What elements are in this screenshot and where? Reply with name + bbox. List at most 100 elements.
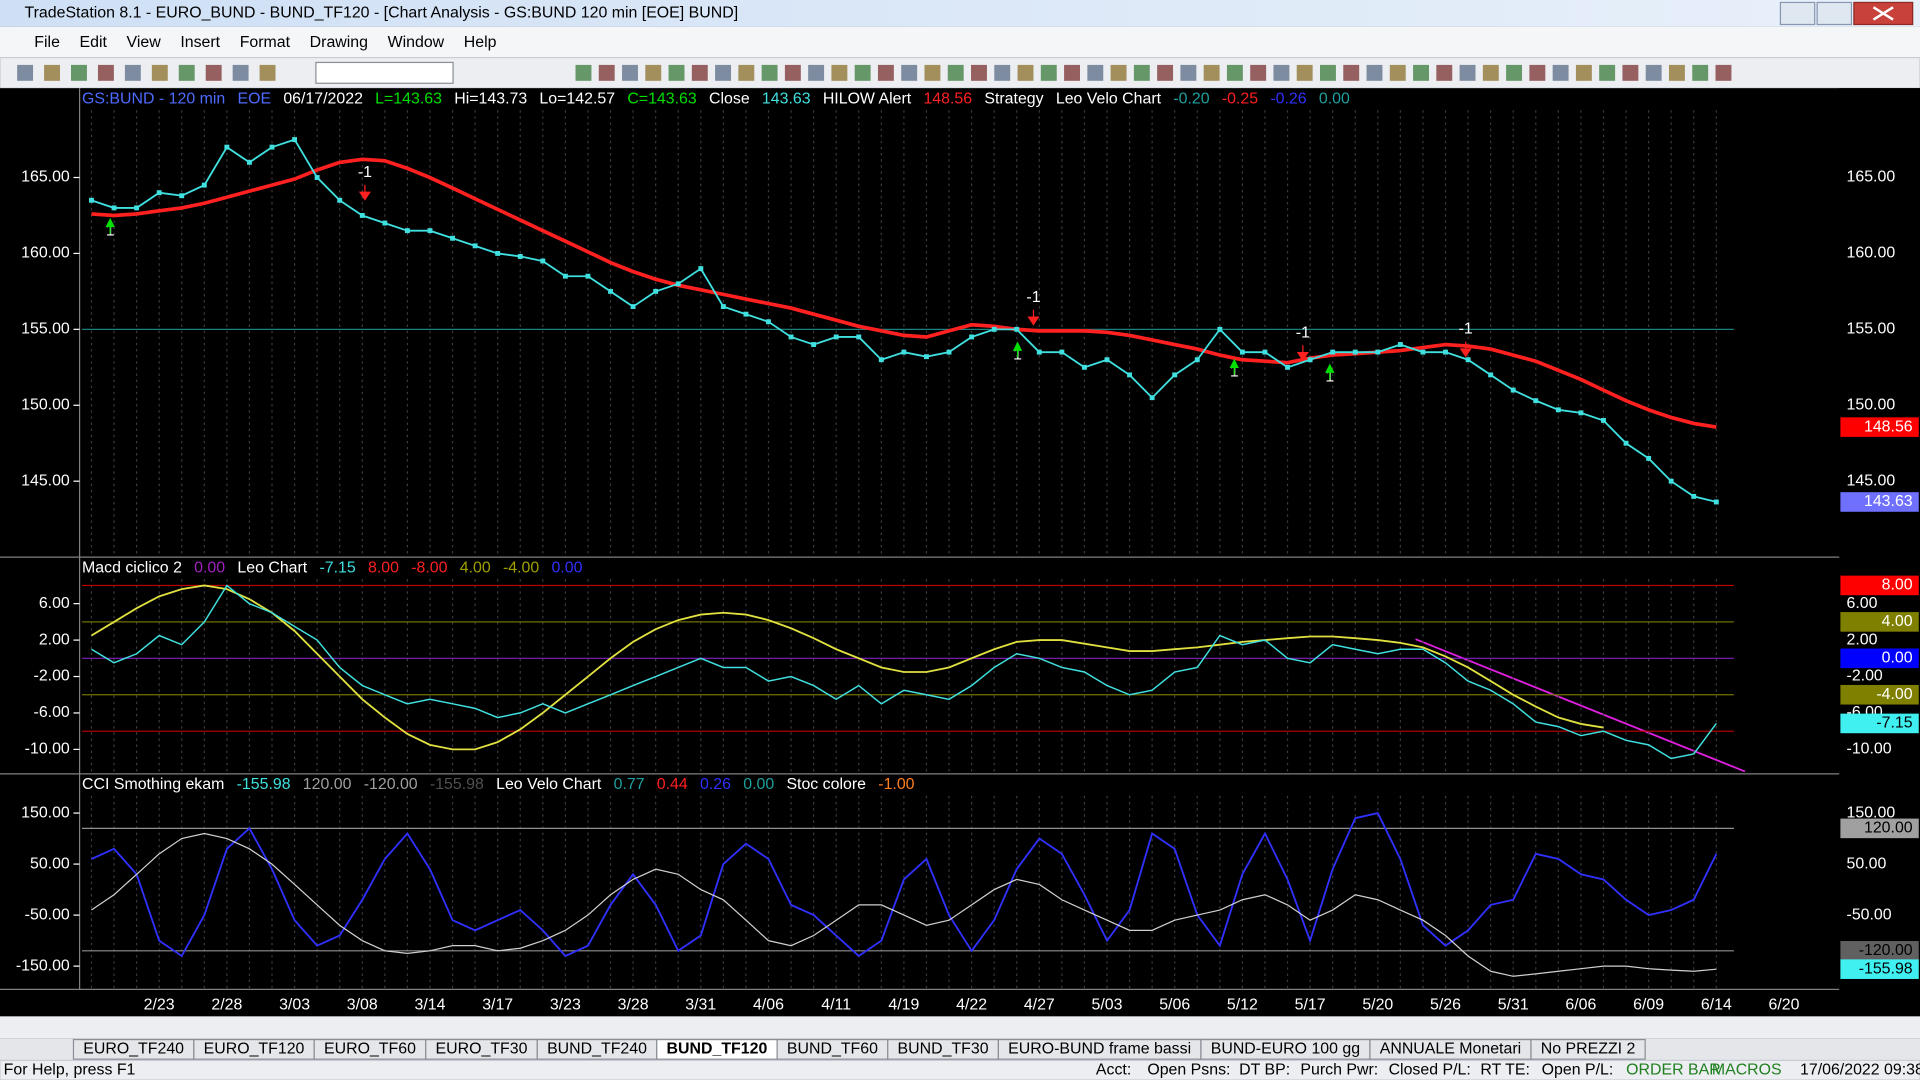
toolbar-icon[interactable] (1017, 64, 1034, 81)
toolbar-icon[interactable] (1157, 64, 1174, 81)
toolbar-icon[interactable] (259, 64, 276, 81)
toolbar-icon[interactable] (151, 64, 168, 81)
signal-arrow (1027, 309, 1040, 326)
sheet-tab-label[interactable]: BUND_TF30 (898, 1041, 989, 1058)
toolbar-icon[interactable] (1273, 64, 1290, 81)
toolbar-icon[interactable] (205, 64, 222, 81)
status-text: MACROS (1712, 1061, 1782, 1078)
toolbar-icon[interactable] (1668, 64, 1685, 81)
toolbar-icon[interactable] (808, 64, 825, 81)
toolbar-icon[interactable] (924, 64, 941, 81)
toolbar-icon[interactable] (1320, 64, 1336, 81)
toolbar-icon[interactable] (1692, 64, 1709, 81)
toolbar-icon[interactable] (1366, 64, 1383, 81)
toolbar-icon[interactable] (761, 64, 778, 81)
toolbar-icon[interactable] (854, 64, 871, 81)
toolbar-icon[interactable] (1296, 64, 1313, 81)
maximize-button[interactable] (1816, 1, 1853, 26)
menu-item[interactable]: Drawing (310, 34, 368, 51)
toolbar-icon[interactable] (1226, 64, 1243, 81)
toolbar-icon[interactable] (831, 64, 848, 81)
close-point (1059, 349, 1065, 355)
sheet-tab-label[interactable]: BUND-EURO 100 gg (1211, 1041, 1360, 1058)
pane-header-item: 0.00 (194, 559, 225, 576)
toolbar-icon[interactable] (994, 64, 1011, 81)
menu-bar (0, 26, 1920, 58)
series-line (90, 584, 1604, 751)
x-tick-label: 6/06 (1565, 997, 1596, 1014)
toolbar-icon[interactable] (1064, 64, 1080, 81)
minimize-button[interactable] (1779, 1, 1816, 26)
toolbar-icon[interactable] (232, 64, 249, 81)
toolbar-icon[interactable] (1529, 64, 1546, 81)
sheet-tab-label[interactable]: BUND_TF60 (787, 1041, 878, 1058)
toolbar-icon[interactable] (1482, 64, 1499, 81)
toolbar-icon[interactable] (598, 64, 615, 81)
toolbar-icon[interactable] (622, 64, 638, 81)
sheet-tab-label[interactable]: ANNUALE Monetari (1380, 1041, 1521, 1058)
toolbar-icon[interactable] (1250, 64, 1267, 81)
toolbar-icon[interactable] (1715, 64, 1732, 81)
toolbar-icon[interactable] (738, 64, 755, 81)
toolbar-icon[interactable] (1040, 64, 1057, 81)
toolbar-icon[interactable] (97, 64, 114, 81)
toolbar-icon[interactable] (1110, 64, 1127, 81)
toolbar-icon[interactable] (947, 64, 964, 81)
toolbar-icon[interactable] (1203, 64, 1220, 81)
sheet-tab-label[interactable]: BUND_TF240 (547, 1041, 647, 1058)
value-badge-label: 120.00 (1864, 820, 1913, 837)
toolbar-icon[interactable] (1436, 64, 1453, 81)
toolbar-icon[interactable] (668, 64, 685, 81)
toolbar-icon[interactable] (1506, 64, 1523, 81)
toolbar-icon[interactable] (71, 64, 87, 81)
pane-header-item: -0.20 (1173, 90, 1209, 107)
close-point (585, 273, 591, 279)
sheet-tab-label[interactable]: EURO_TF240 (83, 1041, 184, 1058)
sheet-tab-label[interactable]: EURO-BUND frame bassi (1008, 1041, 1191, 1058)
menu-item[interactable]: View (127, 34, 162, 51)
signal-arrow (1325, 363, 1335, 380)
toolbar-icon[interactable] (715, 64, 732, 81)
toolbar-icon[interactable] (1413, 64, 1429, 81)
h-scrollbar[interactable] (0, 1016, 1920, 1039)
toolbar-icon[interactable] (645, 64, 662, 81)
toolbar-icon[interactable] (1087, 64, 1104, 81)
x-tick-label: 5/26 (1430, 997, 1461, 1014)
toolbar-icon[interactable] (1645, 64, 1662, 81)
menu-item[interactable]: Help (464, 34, 497, 51)
toolbar-icon[interactable] (901, 64, 918, 81)
sheet-tab-label[interactable]: No PREZZI 2 (1541, 1041, 1636, 1058)
toolbar-icon[interactable] (1459, 64, 1476, 81)
toolbar-icon[interactable] (971, 64, 987, 81)
menu-item[interactable]: File (34, 34, 60, 51)
toolbar-icon[interactable] (691, 64, 708, 81)
menu-item[interactable]: Insert (180, 34, 220, 51)
toolbar-icon[interactable] (1180, 64, 1197, 81)
toolbar-icon[interactable] (1343, 64, 1360, 81)
menu-item[interactable]: Edit (80, 34, 108, 51)
close-point (517, 254, 523, 259)
toolbar-icon[interactable] (784, 64, 801, 81)
value-badge (1840, 575, 1919, 596)
toolbar-icon[interactable] (1575, 64, 1592, 81)
toolbar-icon[interactable] (1133, 64, 1150, 81)
sheet-tab-label[interactable]: EURO_TF60 (324, 1041, 416, 1058)
menu-item[interactable]: Window (388, 34, 445, 51)
sheet-tab-label[interactable]: EURO_TF30 (436, 1041, 528, 1058)
toolbar-icon[interactable] (877, 64, 894, 81)
toolbar-combo[interactable] (315, 61, 454, 84)
menu-item[interactable]: Format (240, 34, 291, 51)
toolbar-icon[interactable] (1622, 64, 1639, 81)
toolbar-icon[interactable] (1552, 64, 1569, 81)
toolbar-icon[interactable] (17, 64, 34, 81)
sheet-tab-label[interactable]: BUND_TF120 (667, 1041, 768, 1058)
y-tick-label-right: 2.00 (1847, 631, 1878, 648)
toolbar-icon[interactable] (124, 64, 141, 81)
toolbar-icon[interactable] (1389, 64, 1406, 81)
toolbar-icon[interactable] (178, 64, 195, 81)
toolbar-icon[interactable] (44, 64, 60, 81)
toolbar-icon[interactable] (1599, 64, 1616, 81)
sheet-tab[interactable] (1530, 1038, 1646, 1060)
sheet-tab-label[interactable]: EURO_TF120 (204, 1041, 305, 1058)
toolbar-icon[interactable] (575, 64, 592, 81)
